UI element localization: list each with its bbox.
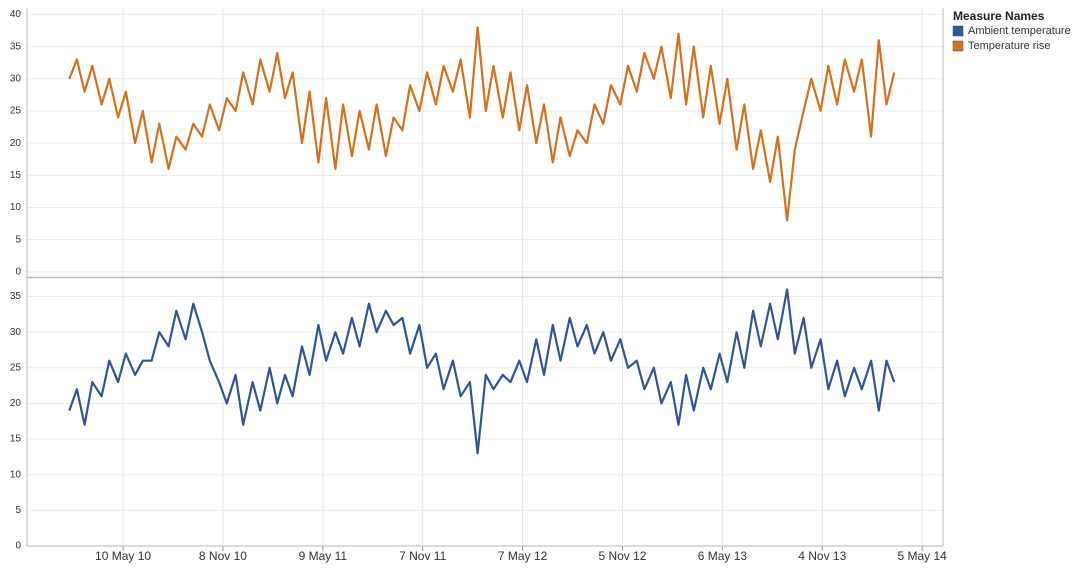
series-line	[68, 288, 896, 455]
series-line	[68, 26, 896, 222]
y-tick-label: 20	[10, 138, 22, 149]
x-tick-label: 4 Nov 13	[798, 549, 846, 563]
y-tick-label: 30	[10, 73, 22, 84]
x-tick-label: 8 Nov 10	[199, 549, 247, 563]
legend-label: Temperature rise	[968, 40, 1051, 52]
y-tick-label: 15	[10, 170, 22, 181]
x-tick-label: 7 May 12	[498, 549, 548, 563]
y-tick-label: 10	[10, 469, 22, 480]
x-tick-label: 5 Nov 12	[598, 549, 646, 563]
x-tick-label: 7 Nov 11	[399, 549, 446, 563]
y-tick-label: 35	[10, 41, 22, 52]
legend-swatch	[952, 25, 964, 37]
y-tick-label: 20	[10, 398, 22, 409]
x-tick-label: 6 May 13	[698, 549, 748, 563]
legend-swatch	[952, 40, 964, 52]
x-tick-label: 5 May 14	[897, 549, 947, 563]
y-tick-label: 25	[10, 106, 22, 117]
y-tick-label: 35	[10, 291, 22, 302]
y-tick-label: 0	[15, 541, 21, 552]
legend-label: Ambient temperature	[968, 25, 1071, 37]
x-tick-label: 10 May 10	[95, 549, 151, 563]
y-tick-label: 40	[10, 9, 22, 20]
y-tick-label: 5	[15, 505, 21, 516]
y-tick-label: 15	[10, 434, 22, 445]
y-tick-label: 30	[10, 327, 22, 338]
y-tick-label: 5	[15, 234, 21, 245]
y-tick-label: 25	[10, 362, 22, 373]
x-tick-label: 9 May 11	[299, 549, 348, 563]
y-tick-label: 10	[10, 202, 22, 213]
y-tick-label: 0	[15, 266, 21, 277]
legend-title: Measure Names	[953, 9, 1045, 23]
